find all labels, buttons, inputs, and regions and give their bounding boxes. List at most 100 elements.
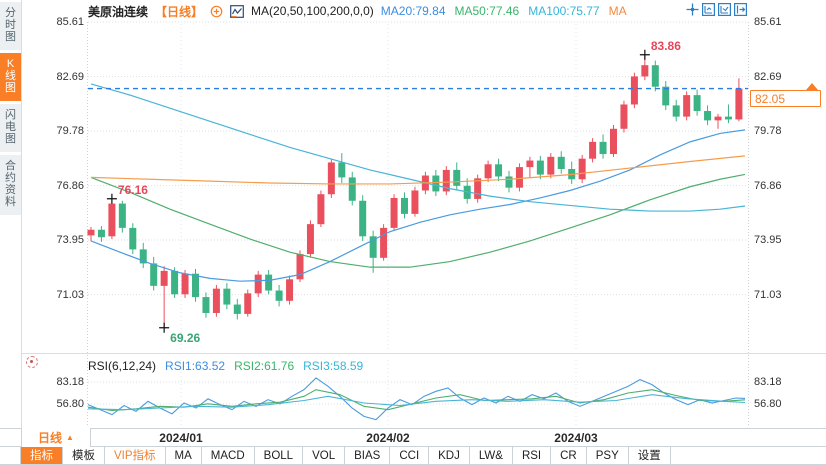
axis-zoom-right-icon[interactable] bbox=[718, 3, 731, 16]
candle-body bbox=[683, 95, 691, 117]
candle-body bbox=[536, 160, 544, 175]
ma-readout: MA100:75.77 bbox=[528, 4, 600, 18]
extreme-cross-icon bbox=[106, 193, 117, 204]
sidebar-tab-char: 线 bbox=[5, 70, 16, 82]
period-selector[interactable]: 日线 ▲ bbox=[21, 428, 91, 447]
symbol-title: 美原油连续 bbox=[88, 4, 149, 19]
ma-line-ma100 bbox=[90, 83, 746, 212]
candle-body bbox=[359, 200, 367, 237]
price-axis-label: 71.03 bbox=[754, 288, 782, 301]
add-favorite-icon[interactable] bbox=[210, 5, 223, 18]
candle-body bbox=[327, 162, 335, 195]
rsi-readout: RSI2:61.76 bbox=[234, 359, 295, 373]
current-price-badge: 82.05 bbox=[750, 90, 821, 107]
candle-body bbox=[129, 227, 137, 250]
sidebar-tab-4[interactable]: 合约资料 bbox=[0, 155, 21, 215]
extreme-cross-icon bbox=[639, 49, 650, 60]
ma-readouts: MA20:79.84 MA50:77.46 MA100:75.77 MA bbox=[381, 4, 627, 18]
candle-body bbox=[97, 229, 105, 238]
sidebar-tab-char: 电 bbox=[5, 121, 16, 133]
price-axis-label: 73.95 bbox=[754, 234, 782, 247]
candle-body bbox=[212, 288, 220, 313]
price-axis-label: 76.86 bbox=[56, 179, 84, 192]
chart-toolbar bbox=[686, 3, 747, 16]
page-forward-icon[interactable] bbox=[734, 3, 747, 16]
sidebar-tab-char: 图 bbox=[5, 31, 16, 43]
candle-body bbox=[233, 304, 241, 314]
candle-body bbox=[714, 116, 722, 121]
candle-body bbox=[411, 190, 419, 214]
sidebar-tab-char: 料 bbox=[5, 196, 16, 208]
candle-body bbox=[651, 65, 659, 87]
candle-body bbox=[724, 116, 732, 120]
sidebar-tab-char: 合 bbox=[5, 160, 16, 172]
indicator-tab-macd[interactable]: MACD bbox=[202, 447, 255, 464]
sidebar-tab-char: 分 bbox=[5, 7, 16, 19]
axis-zoom-left-icon[interactable] bbox=[702, 3, 715, 16]
price-axis-label: 79.78 bbox=[754, 125, 782, 138]
rsi-header: RSI(6,12,24) RSI1:63.52 RSI2:61.76 RSI3:58… bbox=[88, 359, 363, 373]
sidebar-tab-char: 时 bbox=[5, 19, 16, 31]
crosshair-tool-icon[interactable] bbox=[686, 3, 699, 16]
indicator-tab-boll[interactable]: BOLL bbox=[255, 447, 304, 464]
indicator-tab-rsi[interactable]: RSI bbox=[513, 447, 552, 464]
indicator-tab-cci[interactable]: CCI bbox=[390, 447, 430, 464]
sidebar-tab-3[interactable]: 闪电图 bbox=[0, 104, 21, 152]
indicator-tab-bias[interactable]: BIAS bbox=[345, 447, 391, 464]
candle-body bbox=[401, 197, 408, 214]
candle-body bbox=[118, 203, 126, 228]
candle-body bbox=[338, 162, 346, 178]
extreme-cross-icon bbox=[159, 322, 170, 333]
ma-line-ma50 bbox=[90, 173, 746, 268]
rsi-axis-label: 83.18 bbox=[56, 376, 84, 388]
indicator-tab-vol[interactable]: VOL bbox=[303, 447, 346, 464]
indicator-tab-设置[interactable]: 设置 bbox=[629, 447, 671, 464]
candle-body bbox=[453, 169, 461, 186]
candle-body bbox=[171, 270, 179, 295]
candle-body bbox=[610, 128, 617, 155]
indicator-icon[interactable] bbox=[230, 4, 244, 18]
ma-line-ma200 bbox=[90, 155, 746, 185]
rsi-axis-label: 56.80 bbox=[56, 398, 84, 410]
sidebar-tab-1[interactable]: 分时图 bbox=[0, 2, 21, 50]
indicator-settings-icon[interactable] bbox=[26, 356, 38, 368]
period-tag[interactable]: 【日线】 bbox=[155, 4, 204, 19]
candle-body bbox=[306, 224, 314, 255]
candle-body bbox=[704, 111, 712, 121]
price-axis-label: 76.86 bbox=[754, 179, 782, 192]
candle-body bbox=[620, 104, 628, 129]
extreme-price-label: 69.26 bbox=[170, 330, 201, 345]
extreme-price-label: 83.86 bbox=[650, 38, 681, 53]
xaxis-month-label: 2024/01 bbox=[159, 431, 203, 445]
candle-body bbox=[672, 105, 680, 117]
indicator-tab-lw&[interactable]: LW& bbox=[470, 447, 513, 464]
xaxis-row bbox=[0, 428, 826, 447]
indicator-tab-ma[interactable]: MA bbox=[166, 447, 202, 464]
candle-body bbox=[474, 178, 482, 199]
sidebar-tab-char: 图 bbox=[5, 133, 16, 145]
indicator-tab-模板[interactable]: 模板 bbox=[63, 447, 105, 464]
candle-body bbox=[495, 164, 503, 177]
candle-body bbox=[275, 290, 283, 301]
period-selector-arrow-icon: ▲ bbox=[66, 433, 74, 442]
sidebar-tab-char: 资 bbox=[5, 184, 16, 196]
indicator-tab-cr[interactable]: CR bbox=[551, 447, 587, 464]
rsi-readouts: RSI1:63.52 RSI2:61.76 RSI3:58.59 bbox=[165, 359, 363, 373]
candle-body bbox=[630, 76, 638, 105]
rsi-readout: RSI1:63.52 bbox=[165, 359, 226, 373]
ma-readout: MA20:79.84 bbox=[380, 4, 446, 18]
indicator-tab-指标[interactable]: 指标 bbox=[21, 447, 63, 464]
candle-body bbox=[265, 274, 273, 291]
candle-body bbox=[296, 254, 304, 280]
indicator-tab-psy[interactable]: PSY bbox=[587, 447, 629, 464]
indicator-tab-vip指标[interactable]: VIP指标 bbox=[105, 447, 166, 464]
candle-body bbox=[589, 141, 597, 159]
sidebar-tab-char: 图 bbox=[5, 82, 16, 94]
ma-formula: MA(20,50,100,200,0,0) bbox=[251, 4, 374, 18]
candle-body bbox=[108, 203, 116, 237]
indicator-tab-kdj[interactable]: KDJ bbox=[429, 447, 470, 464]
candle-body bbox=[578, 158, 586, 180]
